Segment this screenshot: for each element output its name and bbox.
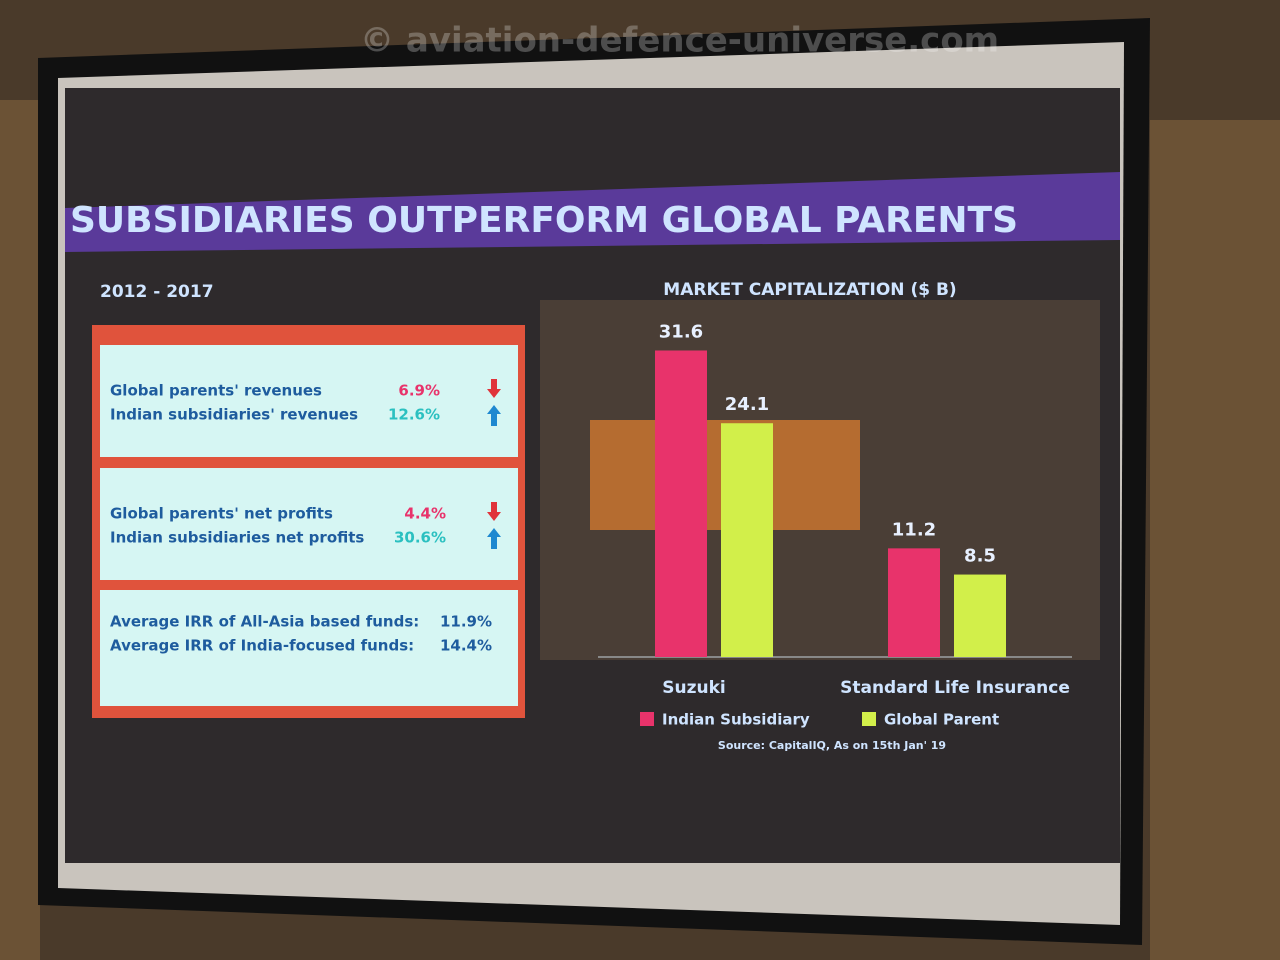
stat-value: 12.6% <box>388 406 440 424</box>
stat-label: Global parents' revenues <box>110 382 322 400</box>
stat-label: Indian subsidiaries' revenues <box>110 406 358 424</box>
x-tick-label: Standard Life Insurance <box>840 678 1070 698</box>
stat-box <box>100 590 518 706</box>
stat-value: 30.6% <box>394 529 446 547</box>
bar <box>954 574 1006 657</box>
data-label: 8.5 <box>964 546 996 567</box>
bar <box>721 423 773 657</box>
stat-label: Average IRR of All-Asia based funds: <box>110 613 419 631</box>
wall <box>1150 120 1280 960</box>
stat-value: 4.4% <box>404 505 446 523</box>
stat-label: Global parents' net profits <box>110 505 333 523</box>
stat-value: 11.9% <box>440 613 492 631</box>
bar <box>888 548 940 657</box>
up-arrow <box>487 528 501 549</box>
stat-boxes: Global parents' revenues 6.9% Indian subsi… <box>100 345 518 706</box>
chart-title: MARKET CAPITALIZATION ($ B) <box>663 280 956 300</box>
stat-label: Indian subsidiaries net profits <box>110 529 364 547</box>
data-label: 31.6 <box>659 321 703 342</box>
up-arrow <box>487 405 501 426</box>
legend-label: Global Parent <box>884 711 999 729</box>
data-label: 24.1 <box>725 394 769 415</box>
stat-label: Average IRR of India-focused funds: <box>110 637 414 655</box>
x-tick-label: Suzuki <box>662 678 725 698</box>
legend-swatch <box>862 712 876 726</box>
period: 2012 - 2017 <box>100 282 214 302</box>
source: Source: CapitalIQ, As on 15th Jan' 19 <box>718 739 946 752</box>
legend-swatch <box>640 712 654 726</box>
legend-label: Indian Subsidiary <box>662 711 810 729</box>
bar <box>655 350 707 657</box>
stat-box <box>100 345 518 457</box>
down-arrow <box>487 502 501 521</box>
stat-value: 14.4% <box>440 637 492 655</box>
stat-value: 6.9% <box>398 382 440 400</box>
stat-box <box>100 468 518 580</box>
slide-title: SUBSIDIARIES OUTPERFORM GLOBAL PARENTS <box>70 200 1018 241</box>
down-arrow <box>487 379 501 398</box>
watermark: © aviation-defence-universe.com <box>360 21 999 61</box>
title-banner <box>65 172 1120 252</box>
wall <box>0 100 40 960</box>
data-label: 11.2 <box>892 519 936 540</box>
